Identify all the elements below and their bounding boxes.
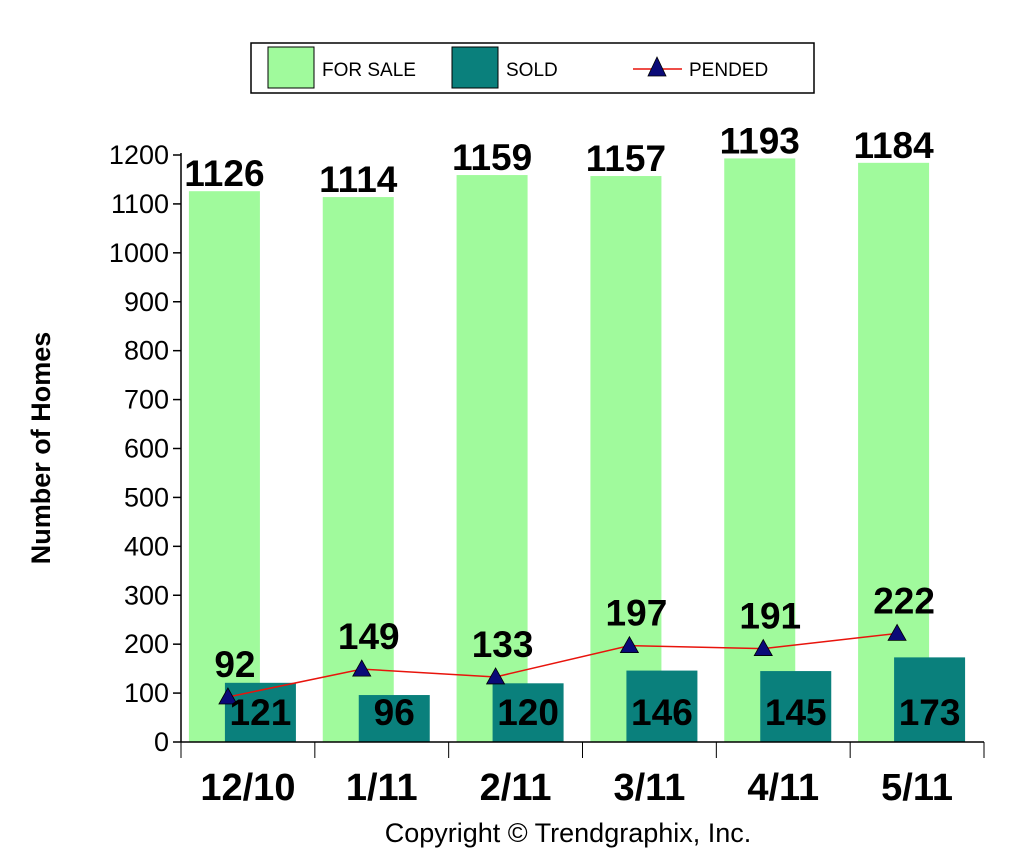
bar-for-sale: [590, 176, 662, 742]
data-label-pended: 191: [739, 596, 801, 637]
pended-marker: [218, 687, 238, 705]
data-label-pended: 133: [472, 624, 534, 665]
y-tick-label: 400: [124, 531, 169, 561]
data-label-sold: 96: [374, 692, 415, 733]
bar-for-sale: [724, 158, 796, 742]
bar-for-sale: [456, 175, 528, 742]
x-tick-label: 3/11: [613, 767, 685, 809]
y-tick-label: 1000: [109, 238, 169, 268]
data-label-for-sale: 1114: [319, 159, 398, 200]
data-label-pended: 149: [338, 616, 400, 657]
data-label-for-sale: 1126: [184, 153, 264, 194]
bar-sold: [760, 671, 832, 742]
x-tick-label: 1/11: [346, 767, 418, 809]
data-label-sold: 121: [230, 692, 292, 733]
y-tick-label: 100: [124, 678, 169, 708]
legend-box: [250, 42, 815, 94]
bars: [188, 158, 966, 742]
y-axis-title: Number of Homes: [26, 332, 56, 565]
pended-marker: [352, 659, 372, 677]
bar-sold: [492, 683, 564, 742]
y-tick-label: 1200: [109, 140, 169, 170]
y-tick-label: 900: [124, 287, 169, 317]
data-labels: 1126 121 1114 96 1159 120 1157 146 1193 145 1184 17…: [184, 120, 960, 733]
bar-for-sale: [322, 197, 394, 742]
axes: 0 100 200 300 400 500 600 700 800 900 1000 1100 1200…: [109, 140, 985, 809]
pended-marker: [887, 623, 907, 641]
y-tick-label: 500: [124, 482, 169, 512]
data-label-for-sale: 1193: [720, 120, 800, 161]
y-tick-label: 700: [124, 385, 169, 415]
data-label-sold: 120: [497, 692, 559, 733]
data-label-pended: 197: [606, 593, 668, 634]
x-tick-label: 5/11: [881, 767, 953, 809]
data-label-for-sale: 1159: [452, 137, 532, 178]
pended-marker: [753, 638, 773, 656]
legend-marker-pended: [647, 56, 667, 77]
pended-series-line: [227, 632, 898, 698]
legend-label-pended: PENDED: [689, 60, 768, 81]
y-tick-label: 600: [124, 434, 169, 464]
bar-sold: [358, 695, 430, 742]
pended-marker: [619, 635, 640, 654]
y-tick-label: 300: [124, 580, 169, 610]
x-tick-label: 2/11: [480, 767, 552, 809]
data-label-sold: 146: [631, 692, 693, 733]
data-label-sold: 173: [899, 692, 961, 733]
bar-sold: [894, 657, 966, 742]
x-tick-label: 4/11: [747, 767, 819, 809]
data-label-for-sale: 1157: [586, 138, 666, 179]
bar-sold: [626, 670, 698, 742]
data-label-for-sale: 1184: [853, 125, 934, 166]
y-tick-label: 200: [124, 629, 169, 659]
y-tick-label: 0: [154, 727, 169, 757]
legend: FOR SALE SOLD PENDED: [250, 42, 815, 94]
y-tick-label: 1100: [111, 189, 169, 219]
bar-sold: [224, 682, 296, 742]
legend-label-for-sale: FOR SALE: [322, 60, 416, 81]
y-tick-label: 800: [124, 336, 169, 366]
data-label-pended: 92: [214, 644, 255, 685]
bar-for-sale: [188, 191, 260, 742]
x-tick-label: 12/10: [200, 767, 295, 809]
legend-swatch-sold: [451, 46, 499, 89]
legend-swatch-for-sale: [267, 46, 315, 89]
copyright-footer: Copyright © Trendgraphix, Inc.: [385, 818, 752, 848]
legend-label-sold: SOLD: [506, 60, 558, 81]
data-label-sold: 145: [765, 692, 827, 733]
data-label-pended: 222: [873, 580, 935, 621]
pended-line: [218, 623, 907, 705]
pended-marker: [485, 667, 506, 685]
bar-for-sale: [858, 162, 930, 742]
